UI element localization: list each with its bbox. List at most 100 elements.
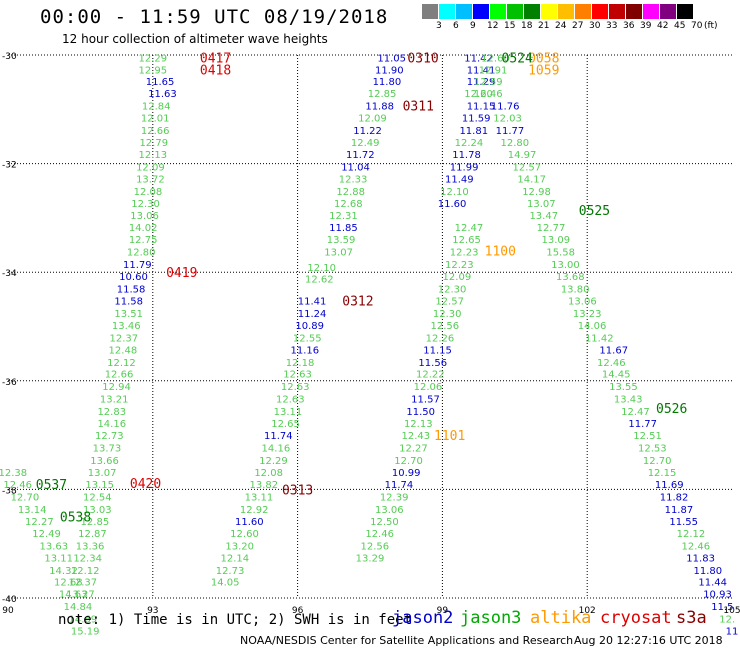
- wave-height-value: 11.15: [423, 345, 452, 356]
- wave-height-value: 11.05: [377, 54, 406, 65]
- wave-height-value: 12.55: [293, 333, 322, 344]
- legend-swatch: [524, 4, 541, 19]
- wave-height-value: 12.30: [131, 199, 160, 210]
- wave-height-value: 12.50: [370, 517, 399, 528]
- wave-height-value: 12.68: [334, 199, 363, 210]
- wave-height-value: 12.80: [127, 248, 156, 259]
- wave-height-value: 12.49: [351, 138, 380, 149]
- legend-label: 45: [674, 21, 686, 31]
- legend-label: 33: [606, 21, 618, 31]
- wave-height-value: 12.51: [633, 431, 662, 442]
- wave-height-value: 13.72: [136, 174, 165, 185]
- wave-height-value: 12.09: [358, 113, 387, 124]
- legend-s3a: s3a: [676, 608, 707, 628]
- legend-label: 21: [538, 21, 550, 31]
- pass-time-label: 0538: [60, 511, 91, 526]
- wave-height-value: 14.97: [508, 150, 537, 161]
- pass-time-label: 0525: [579, 204, 610, 219]
- wave-height-value: 12.59: [474, 77, 503, 88]
- wave-height-value: 12.83: [97, 407, 126, 418]
- wave-height-value: 12.84: [142, 101, 171, 112]
- wave-height-value: 12.85: [81, 517, 110, 528]
- wave-height-value: 12.22: [416, 370, 445, 381]
- wave-height-value: 13.36: [76, 541, 105, 552]
- wave-height-value: 12.49: [32, 529, 61, 540]
- wave-height-value: 12.60: [481, 54, 510, 65]
- wave-height-value: 12.46: [597, 358, 626, 369]
- pass-time-label: 0058: [528, 52, 559, 67]
- y-tick-label: -40: [2, 595, 17, 605]
- wave-height-value: 12.92: [240, 505, 269, 516]
- wave-height-value: 13.68: [556, 272, 585, 283]
- pass-time-label: 0526: [656, 402, 687, 417]
- wave-height-value: 12.46: [474, 89, 503, 100]
- legend-label: 36: [623, 21, 635, 31]
- wave-height-value: 11.55: [669, 517, 698, 528]
- wave-height-value: 12.98: [522, 187, 551, 198]
- legend-swatch: [422, 4, 439, 19]
- wave-height-value: 12.65: [271, 419, 300, 430]
- wave-height-value: 12.68: [54, 578, 83, 589]
- wave-height-value: 13.27: [66, 590, 95, 601]
- wave-height-value: 13.03: [83, 505, 112, 516]
- wave-height-value: 11.22: [353, 126, 382, 137]
- wave-height-value: 11.88: [365, 101, 394, 112]
- wave-height-value: 13.11: [44, 553, 73, 564]
- x-tick-label: 102: [579, 606, 596, 616]
- wave-height-value: 12.27: [399, 444, 428, 455]
- wave-height-value: 12.03: [493, 113, 522, 124]
- wave-height-value: 12.73: [95, 431, 124, 442]
- wave-height-value: 10.60: [119, 272, 148, 283]
- wave-height-value: 11.60: [235, 517, 264, 528]
- wave-height-value: 11.80: [373, 77, 402, 88]
- x-tick-label: 93: [147, 606, 158, 616]
- wave-height-value: 12.08: [254, 468, 283, 479]
- wave-height-value: 11.63: [148, 89, 177, 100]
- wave-height-value: 14.45: [602, 370, 631, 381]
- wave-height-value: 12.91: [479, 66, 508, 77]
- wave-height-value: 13.46: [112, 321, 141, 332]
- wave-height-value: 12.18: [286, 358, 315, 369]
- wave-height-value: 12.46: [681, 541, 710, 552]
- legend-label: 70: [691, 21, 703, 31]
- wave-height-value: 11.78: [452, 150, 481, 161]
- legend-label: 12: [487, 21, 499, 31]
- legend-label: 15: [504, 21, 516, 31]
- wave-height-value: 12.48: [109, 345, 138, 356]
- wave-height-value: 11.15: [467, 101, 496, 112]
- wave-height-value: 11.29: [467, 77, 496, 88]
- wave-height-value: 12.53: [638, 444, 667, 455]
- wave-height-value: 13.80: [561, 284, 590, 295]
- legend-jason2: jason2: [392, 608, 454, 628]
- wave-height-value: 11.41: [467, 66, 496, 77]
- wave-height-value: 11.81: [459, 126, 488, 137]
- wave-height-value: 11.24: [298, 309, 327, 320]
- wave-height-value: 11.80: [694, 566, 723, 577]
- wave-height-value: 14.06: [578, 321, 607, 332]
- wave-height-value: 12.38: [0, 468, 27, 479]
- wave-height-value: 14.17: [517, 174, 546, 185]
- wave-height-value: 12.09: [443, 272, 472, 283]
- wave-height-value: 13.63: [40, 541, 69, 552]
- y-tick-label: -34: [2, 269, 17, 279]
- wave-height-value: 11.77: [496, 126, 525, 137]
- wave-height-value: 12.60: [464, 89, 493, 100]
- wave-height-value: 12.60: [230, 529, 259, 540]
- wave-height-value: 12.66: [141, 126, 170, 137]
- x-tick-label: 90: [2, 606, 14, 616]
- wave-height-value: 12.85: [368, 89, 397, 100]
- wave-height-value: 11.59: [462, 113, 491, 124]
- legend-swatch: [626, 4, 643, 19]
- legend-swatch: [456, 4, 473, 19]
- wave-height-value: 11.65: [146, 77, 175, 88]
- wave-height-value: 12.10: [307, 263, 336, 274]
- wave-height-value: 11.69: [655, 480, 684, 491]
- wave-height-value: 11.77: [628, 419, 657, 430]
- wave-height-value: 11: [726, 627, 739, 638]
- wave-height-value: 12.37: [68, 578, 97, 589]
- wave-height-value: 12.13: [404, 419, 433, 430]
- wave-height-value: 12.56: [430, 321, 459, 332]
- wave-height-value: 11.82: [660, 492, 689, 503]
- wave-height-value: 11.50: [406, 407, 435, 418]
